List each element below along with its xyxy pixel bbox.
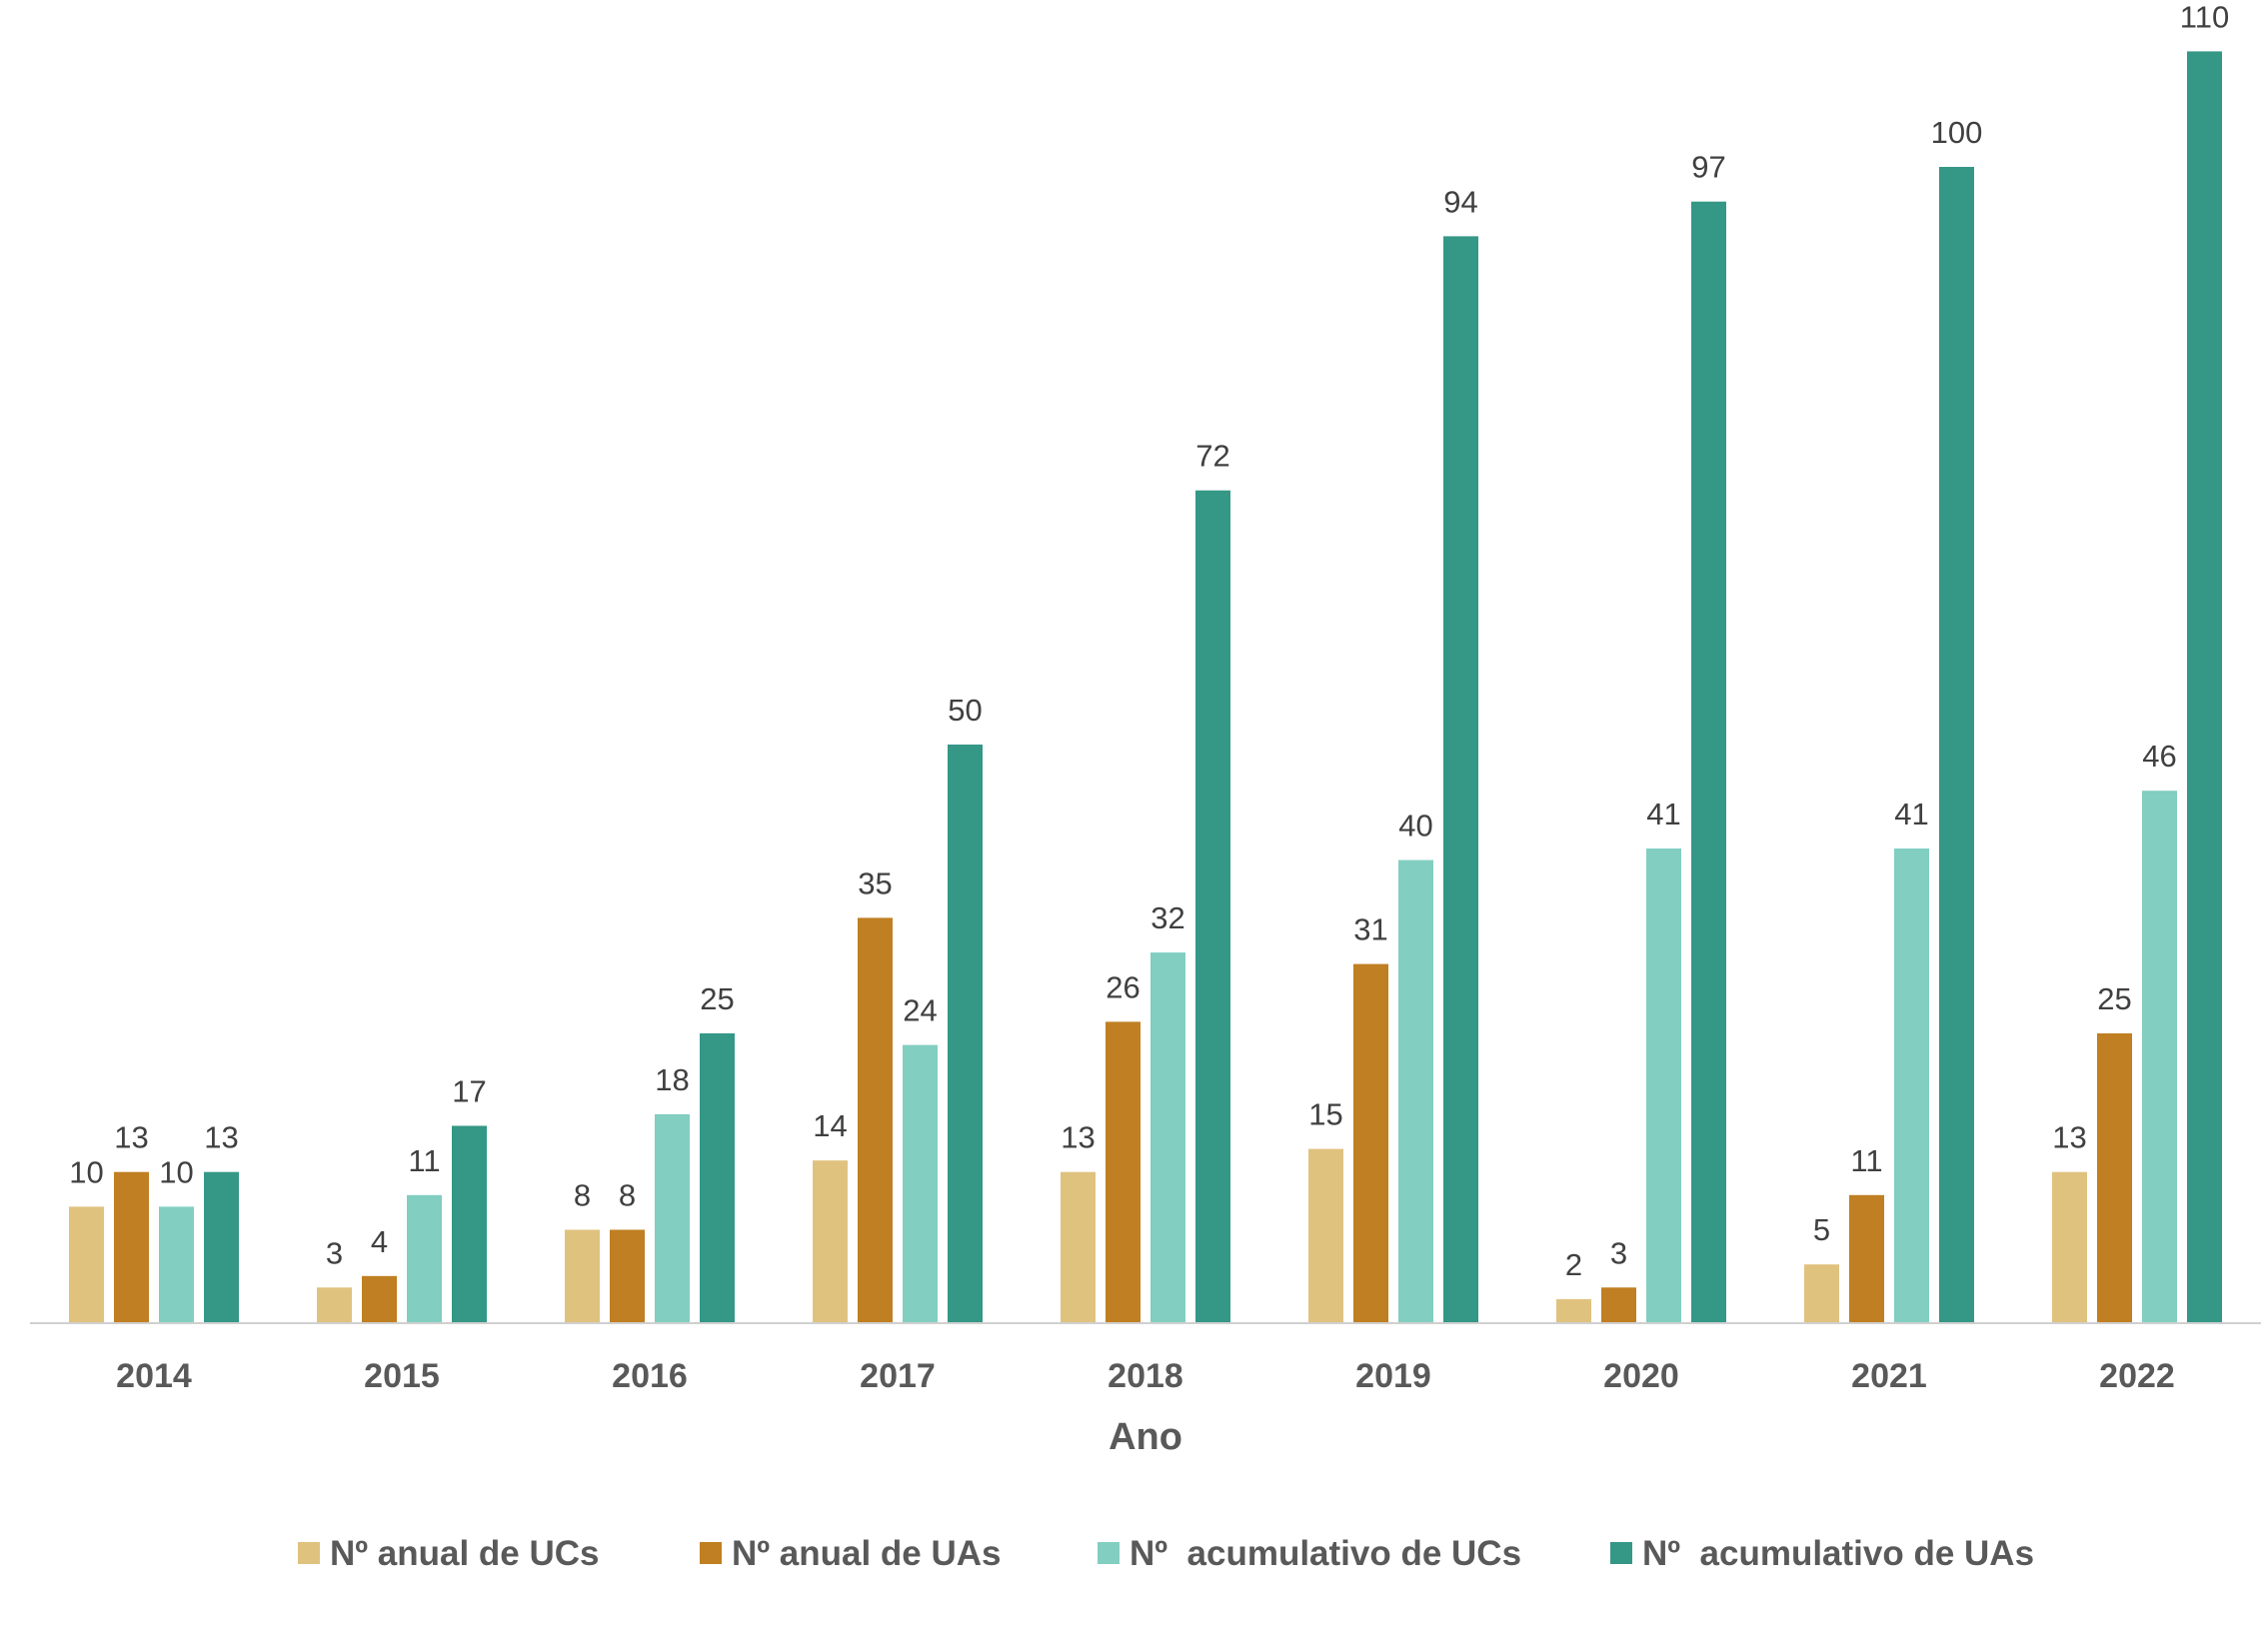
data-label-2015-series-1: 3: [326, 1235, 343, 1270]
legend-label-series-4: Nº acumulativo de UAs: [1642, 1534, 2034, 1573]
bar-2020-series-1: [1556, 1298, 1591, 1322]
bar-2015-series-1: [317, 1287, 352, 1322]
x-tick-label-2016: 2016: [612, 1357, 688, 1395]
bar-2018-series-1: [1061, 1171, 1096, 1322]
bar-2020-series-4: [1691, 201, 1726, 1323]
data-label-2022-series-3: 46: [2142, 739, 2176, 774]
legend-swatch-series-2: [700, 1542, 722, 1564]
legend-label-series-3: Nº acumulativo de UCs: [1130, 1534, 1521, 1573]
x-tick-labels: 2014 2015 2016 2017 2018 2019 2020 2021 2022: [116, 1357, 2175, 1395]
x-tick-label-2021: 2021: [1851, 1357, 1927, 1395]
bar-2016-series-2: [610, 1229, 645, 1322]
bar-2018-series-4: [1195, 490, 1230, 1322]
data-label-2018-series-2: 26: [1106, 969, 1139, 1004]
legend: Nº anual de UCs Nº anual de UAs Nº acumula…: [298, 1534, 2034, 1573]
bar-2016-series-4: [700, 1033, 735, 1322]
bar-2022-series-3: [2142, 791, 2177, 1322]
data-label-2022-series-1: 13: [2052, 1120, 2086, 1155]
legend-swatch-series-3: [1098, 1542, 1120, 1564]
data-label-2019-series-4: 94: [1443, 184, 1477, 219]
data-label-2018-series-3: 32: [1150, 900, 1184, 935]
data-label-2016-series-1: 8: [574, 1178, 591, 1213]
data-label-2019-series-3: 40: [1398, 809, 1432, 843]
bar-2015-series-2: [362, 1275, 397, 1322]
data-label-2014-series-4: 13: [204, 1120, 238, 1155]
data-label-2020-series-2: 3: [1610, 1235, 1627, 1270]
legend-swatch-series-4: [1610, 1542, 1632, 1564]
data-label-2015-series-3: 11: [408, 1143, 440, 1178]
legend-swatch-series-1: [298, 1542, 320, 1564]
data-label-2018-series-4: 72: [1195, 439, 1229, 474]
bar-2014-series-3: [159, 1206, 194, 1322]
data-label-2016-series-3: 18: [655, 1062, 689, 1097]
x-tick-label-2014: 2014: [116, 1357, 192, 1395]
data-label-2020-series-4: 97: [1691, 150, 1725, 185]
data-label-2020-series-1: 2: [1565, 1247, 1582, 1282]
x-tick-label-2015: 2015: [364, 1357, 440, 1395]
data-label-2019-series-1: 15: [1308, 1097, 1342, 1132]
data-label-2020-series-3: 41: [1646, 797, 1680, 831]
data-label-2016-series-2: 8: [619, 1178, 636, 1213]
data-label-2017-series-4: 50: [948, 693, 982, 728]
legend-label-series-2: Nº anual de UAs: [732, 1534, 1002, 1573]
bar-2015-series-3: [407, 1194, 442, 1322]
legend-label-series-1: Nº anual de UCs: [330, 1534, 600, 1573]
bar-2018-series-2: [1106, 1021, 1140, 1322]
x-tick-label-2017: 2017: [860, 1357, 936, 1395]
bars-layer: [69, 51, 2222, 1323]
data-label-2017-series-3: 24: [903, 993, 937, 1028]
data-label-2021-series-4: 100: [1931, 115, 1983, 150]
bar-2019-series-1: [1308, 1148, 1343, 1322]
bar-2014-series-2: [114, 1171, 149, 1322]
bar-2016-series-1: [565, 1229, 600, 1322]
x-tick-label-2020: 2020: [1603, 1357, 1679, 1395]
data-label-2022-series-2: 25: [2097, 981, 2131, 1016]
data-label-2015-series-2: 4: [371, 1224, 388, 1259]
data-label-2015-series-4: 17: [452, 1074, 486, 1109]
bar-2018-series-3: [1150, 952, 1185, 1322]
bar-2016-series-3: [655, 1113, 690, 1322]
x-axis-title: Ano: [1109, 1416, 1182, 1458]
bar-2020-series-2: [1601, 1287, 1636, 1322]
bar-2020-series-3: [1646, 848, 1681, 1322]
x-tick-label-2018: 2018: [1108, 1357, 1183, 1395]
data-label-2014-series-2: 13: [114, 1120, 148, 1155]
bar-2019-series-4: [1443, 236, 1478, 1322]
bar-2017-series-1: [813, 1160, 848, 1322]
bar-2019-series-2: [1353, 963, 1388, 1322]
data-label-2021-series-1: 5: [1813, 1212, 1830, 1247]
data-label-2016-series-4: 25: [700, 981, 734, 1016]
bar-2017-series-4: [948, 745, 983, 1322]
data-label-2021-series-2: 11: [1850, 1143, 1882, 1178]
bar-2019-series-3: [1398, 859, 1433, 1322]
bar-2021-series-1: [1804, 1264, 1839, 1322]
data-label-2014-series-3: 10: [159, 1154, 193, 1189]
bar-2014-series-1: [69, 1206, 104, 1322]
bar-2022-series-4: [2187, 51, 2222, 1322]
bar-2015-series-4: [452, 1125, 487, 1322]
data-label-2014-series-1: 10: [69, 1154, 103, 1189]
bar-2017-series-2: [858, 917, 893, 1322]
bar-2014-series-4: [204, 1171, 239, 1322]
bar-2017-series-3: [903, 1044, 938, 1322]
x-tick-label-2019: 2019: [1355, 1357, 1431, 1395]
data-label-2018-series-1: 13: [1061, 1120, 1095, 1155]
data-label-2019-series-2: 31: [1353, 912, 1387, 947]
bar-2022-series-2: [2097, 1033, 2132, 1322]
data-label-2021-series-3: 41: [1894, 797, 1928, 831]
data-label-2022-series-4: 110: [2180, 0, 2229, 34]
x-tick-label-2022: 2022: [2099, 1357, 2175, 1395]
data-label-2017-series-1: 14: [813, 1108, 847, 1143]
bar-2022-series-1: [2052, 1171, 2087, 1322]
bar-2021-series-4: [1939, 167, 1974, 1322]
bar-2021-series-3: [1894, 848, 1929, 1322]
bar-2021-series-2: [1849, 1194, 1884, 1322]
data-label-2017-series-2: 35: [858, 865, 892, 900]
